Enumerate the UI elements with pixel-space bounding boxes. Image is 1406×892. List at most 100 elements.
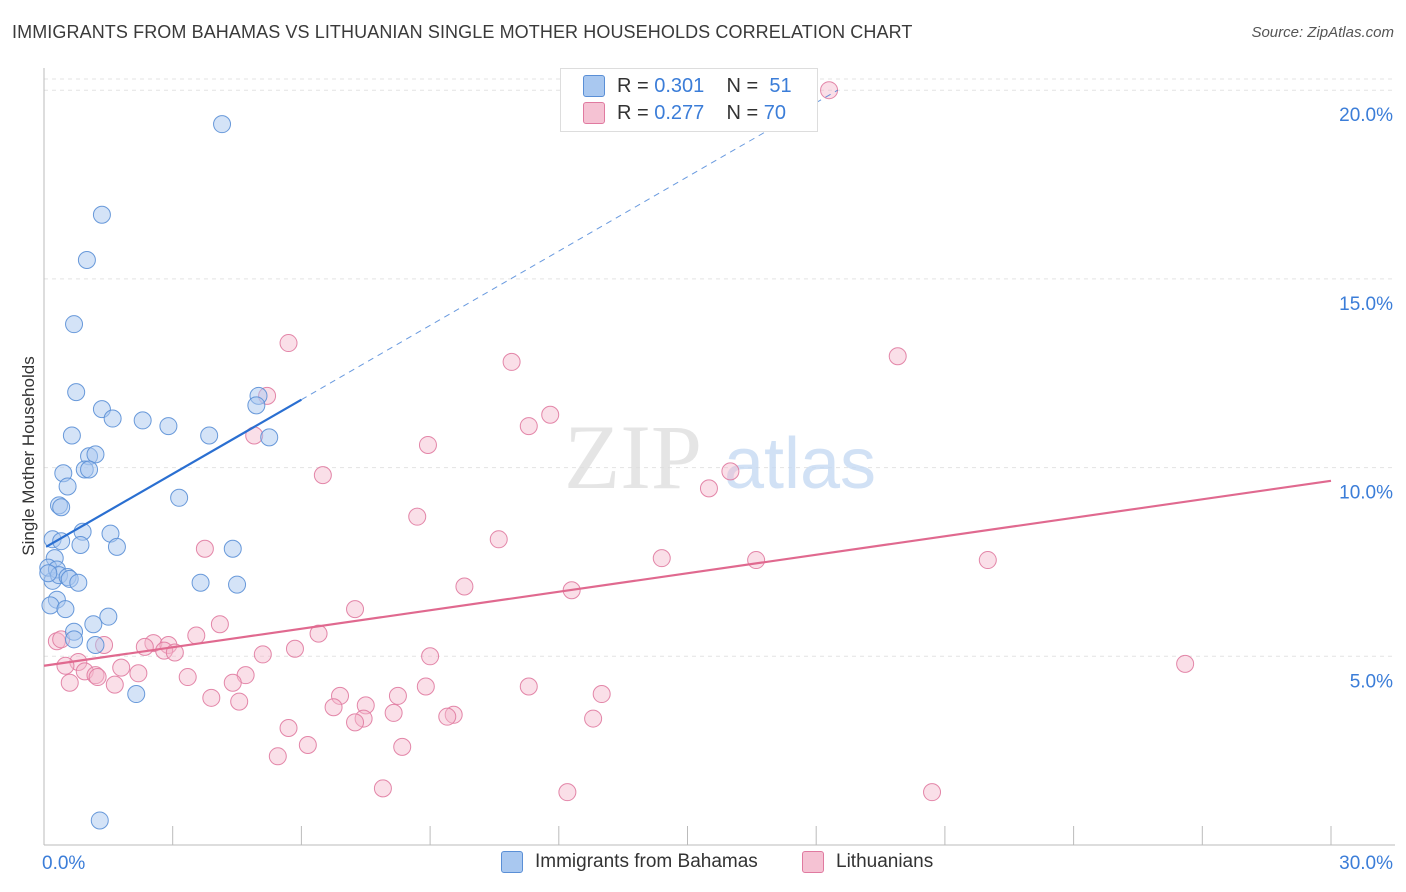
n-value: 51 — [769, 74, 792, 97]
lithuanians-point — [144, 634, 163, 653]
bahamas-swatch — [583, 75, 605, 97]
bahamas-point — [133, 411, 152, 430]
lithuanians-point — [444, 705, 463, 724]
bahamas-point — [80, 460, 99, 479]
lithuanians-point — [1176, 654, 1195, 673]
lithuanians-point — [384, 703, 403, 722]
lithuanians-point — [489, 530, 508, 549]
y-tick-label: 10.0% — [1339, 483, 1393, 504]
bahamas-point — [92, 205, 111, 224]
lithuanians-point — [60, 673, 79, 692]
lithuanians-point — [298, 735, 317, 754]
bahamas-point — [107, 537, 126, 556]
lithuanians-point — [923, 783, 942, 802]
lithuanians-point — [253, 645, 272, 664]
lithuanians-point — [373, 779, 392, 798]
bahamas-point — [223, 539, 242, 558]
bahamas-point — [191, 573, 210, 592]
bahamas-legend-swatch — [501, 851, 523, 873]
x-tick-label: 0.0% — [42, 853, 85, 874]
lithuanians-point — [356, 696, 375, 715]
bahamas-point — [67, 383, 86, 402]
legend-label: Lithuanians — [836, 851, 934, 872]
lithuanians-point — [519, 677, 538, 696]
lithuanians-point — [408, 507, 427, 526]
lithuanians-point — [268, 747, 287, 766]
trend-lines — [43, 89, 1332, 667]
lithuanians-point — [223, 673, 242, 692]
n-label: N = — [726, 74, 759, 97]
legend-item-lithuanians[interactable]: Lithuanians — [802, 851, 933, 873]
chart-title: IMMIGRANTS FROM BAHAMAS VS LITHUANIAN SI… — [12, 22, 913, 42]
stats-row-bahamas: R = 0.301 N = 51 — [583, 74, 792, 98]
lithuanians-point — [202, 688, 221, 707]
r-label: R = — [617, 101, 649, 124]
lithuanians-points — [47, 81, 1195, 802]
watermark-atlas: atlas — [724, 424, 876, 504]
bahamas-point — [170, 488, 189, 507]
lithuanians-swatch — [583, 102, 605, 124]
bahamas-point — [39, 564, 58, 583]
n-label: N = — [726, 101, 759, 124]
lithuanians-point — [721, 462, 740, 481]
lithuanians-point — [502, 352, 521, 371]
lithuanians-point — [747, 551, 766, 570]
bahamas-point — [77, 251, 96, 270]
lithuanians-point — [978, 551, 997, 570]
bahamas-point — [260, 428, 279, 447]
r-label: R = — [617, 74, 649, 97]
lithuanians-point — [313, 466, 332, 485]
bahamas-point — [103, 409, 122, 428]
watermark-zip: ZIP — [564, 406, 702, 508]
y-tick-label: 15.0% — [1339, 294, 1393, 315]
y-tick-label: 5.0% — [1350, 671, 1393, 692]
tick-labels: 5.0% 10.0% 15.0% 20.0% 0.0% 30.0% — [42, 105, 1393, 874]
bahamas-points — [39, 115, 279, 830]
bahamas-trend-line — [45, 398, 302, 548]
lithuanians-point — [584, 709, 603, 728]
lithuanians-point — [195, 539, 214, 558]
lithuanians-point — [129, 664, 148, 683]
lithuanians-point — [519, 417, 538, 436]
lithuanians-point — [178, 668, 197, 687]
lithuanians-point — [438, 707, 457, 726]
n-value: 70 — [763, 101, 787, 124]
bahamas-point — [65, 630, 84, 649]
lithuanians-point — [416, 677, 435, 696]
bahamas-point — [71, 535, 90, 554]
r-value: 0.277 — [654, 101, 705, 124]
bahamas-point — [247, 396, 266, 415]
bahamas-point — [86, 635, 105, 654]
legend-item-bahamas[interactable]: Immigrants from Bahamas — [501, 851, 758, 873]
lithuanians-legend-swatch — [802, 851, 824, 873]
stats-row-lithuanians: R = 0.277 N = 70 — [583, 101, 787, 125]
bahamas-point — [69, 573, 88, 592]
lithuanians-point — [558, 783, 577, 802]
lithuanians-point — [346, 600, 365, 619]
r-value: 0.301 — [654, 74, 705, 97]
bahamas-point — [99, 607, 118, 626]
y-tick-label: 20.0% — [1339, 105, 1393, 126]
stats-legend: R = 0.301 N = 51 R = 0.277 N = 70 — [560, 68, 818, 132]
source-label: Source: ZipAtlas.com — [1251, 24, 1394, 41]
lithuanians-point — [56, 656, 75, 675]
lithuanians-point — [324, 698, 343, 717]
lithuanians-point — [112, 658, 131, 677]
series-legend: Immigrants from Bahamas Lithuanians — [0, 851, 1406, 877]
lithuanians-point — [393, 737, 412, 756]
lithuanians-point — [354, 709, 373, 728]
lithuanians-point — [455, 577, 474, 596]
lithuanians-point — [388, 686, 407, 705]
lithuanians-point — [285, 639, 304, 658]
bahamas-point — [41, 596, 60, 615]
x-tick-label: 30.0% — [1339, 853, 1393, 874]
lithuanians-point — [652, 549, 671, 568]
lithuanians-point — [346, 713, 365, 732]
lithuanians-point — [210, 615, 229, 634]
bahamas-point — [62, 426, 81, 445]
lithuanians-point — [230, 692, 249, 711]
lithuanians-point — [279, 334, 298, 353]
bahamas-point — [56, 600, 75, 619]
lithuanians-point — [187, 626, 206, 645]
